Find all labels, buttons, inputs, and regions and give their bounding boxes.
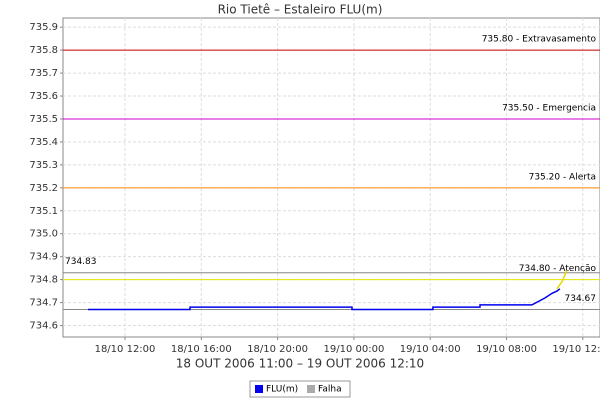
x-tick-label: 19/10 00:00 (324, 344, 385, 355)
y-tick-label: 734.8 (29, 275, 58, 286)
data-line (556, 270, 568, 290)
y-tick-label: 735.0 (29, 229, 58, 240)
reference-label: 735.80 - Extravasamento (482, 35, 597, 45)
legend-swatch (255, 385, 263, 393)
y-tick-label: 735.4 (29, 137, 58, 148)
y-tick-label: 735.1 (29, 206, 58, 217)
y-tick-label: 735.9 (29, 22, 58, 33)
reference-label: 735.20 - Alerta (529, 172, 596, 182)
reference-label: 734.67 (565, 294, 597, 304)
chart-title: Rio Tietê – Estaleiro FLU(m) (218, 3, 383, 17)
plot-area (62, 17, 600, 338)
legend-label: FLU(m) (266, 385, 298, 395)
y-tick-label: 735.3 (29, 160, 58, 171)
x-tick-label: 19/10 08:00 (476, 344, 537, 355)
reference-label: 735.50 - Emergencia (502, 103, 596, 113)
legend-box (249, 380, 351, 398)
y-tick-label: 735.8 (29, 45, 58, 56)
legend-swatch (307, 385, 315, 393)
data-line (87, 288, 561, 311)
y-tick-label: 735.7 (29, 68, 58, 79)
reference-label: 734.83 (65, 257, 97, 267)
y-tick-label: 735.2 (29, 183, 58, 194)
x-tick-label: 18/10 16:00 (171, 344, 232, 355)
x-axis-label: 18 OUT 2006 11:00 – 19 OUT 2006 12:10 (176, 357, 424, 371)
legend-label: Falha (318, 385, 342, 395)
x-tick-label: 18/10 12:00 (95, 344, 156, 355)
x-tick-label: 18/10 20:00 (247, 344, 308, 355)
y-tick-label: 734.7 (29, 298, 58, 309)
y-tick-label: 735.5 (29, 114, 58, 125)
reference-label: 734.80 - Atenção (519, 264, 597, 274)
y-tick-label: 734.9 (29, 252, 58, 263)
x-tick-label: 19/10 04:00 (400, 344, 461, 355)
y-tick-label: 735.6 (29, 91, 58, 102)
y-tick-label: 734.6 (29, 321, 58, 332)
x-tick-label: 19/10 12:00 (552, 344, 600, 355)
